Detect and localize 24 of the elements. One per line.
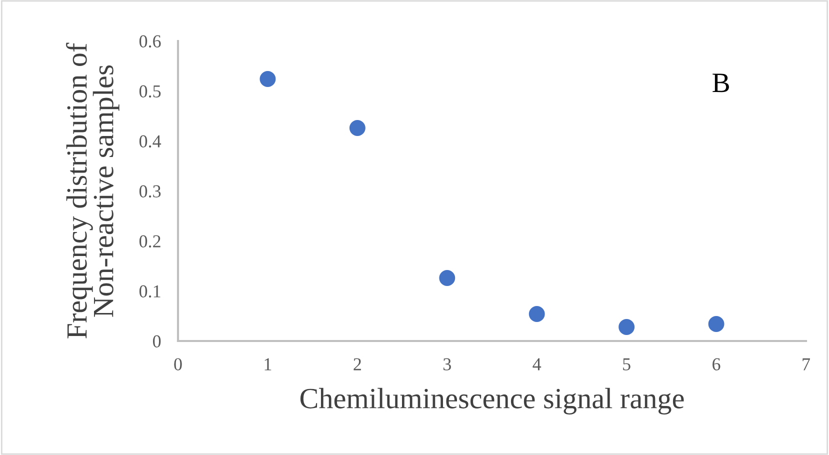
x-axis-title: Chemiluminescence signal range [300,388,684,414]
x-tick-label: 5 [623,358,630,370]
x-tick-label: 7 [802,358,810,370]
x-tick-label: 6 [712,358,720,370]
y-tick-label: 0.5 [139,85,161,98]
y-tick-label: 0.1 [139,285,160,298]
point [618,319,635,335]
x-tick-label: 1 [264,358,272,370]
x-tick-label: 3 [443,358,451,370]
y-tick-label: 0.6 [139,35,161,48]
point [708,316,724,332]
annotation: B [712,74,729,92]
y-tick-label: 0.4 [139,135,162,148]
x-tick-label: 0 [174,358,182,370]
x-tick-label: 2 [354,358,361,370]
y-axis-title: Frequency distribution of Non-reactive samples [66,42,120,338]
x-tick-label: 4 [532,358,542,370]
point [260,71,276,87]
point [528,306,545,322]
y-tick-label: 0.3 [139,185,161,198]
y-tick-label: 0.2 [139,235,160,248]
point [439,270,456,286]
point [349,120,366,136]
y-tick-label: 0 [152,335,161,348]
